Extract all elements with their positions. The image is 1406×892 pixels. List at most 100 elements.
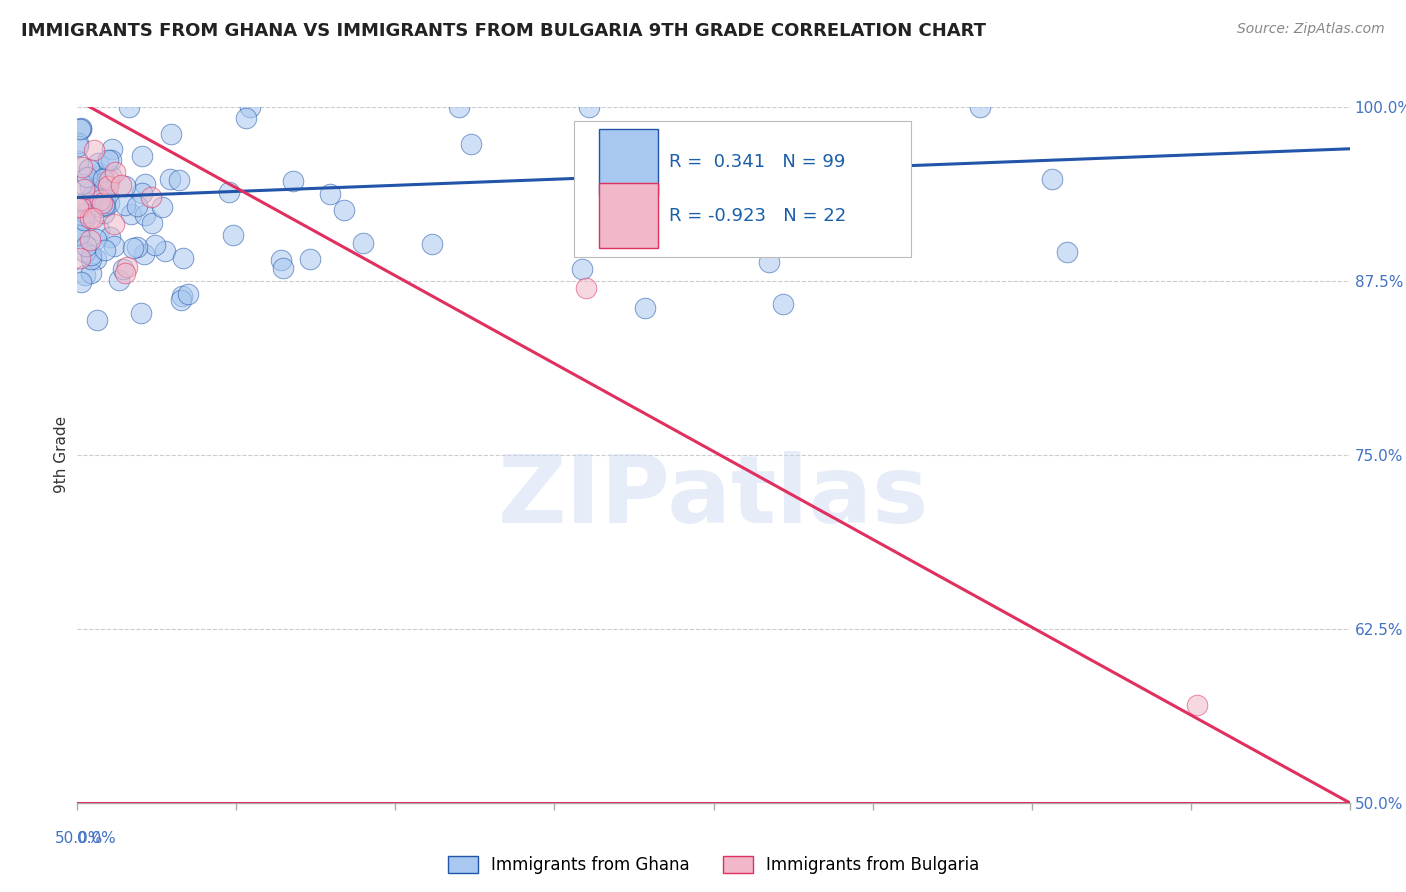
Point xyxy=(75,194,97,209)
Point xyxy=(447,100,470,114)
Point xyxy=(131,186,153,200)
Text: 0.0%: 0.0% xyxy=(77,830,117,846)
Y-axis label: 9th Grade: 9th Grade xyxy=(53,417,69,493)
Point xyxy=(69,122,91,136)
Point xyxy=(82,211,104,226)
Point xyxy=(67,228,90,243)
Point xyxy=(134,177,156,191)
Point xyxy=(298,252,321,267)
Point xyxy=(115,260,138,274)
Point xyxy=(127,199,149,213)
Point xyxy=(110,178,132,192)
Point xyxy=(70,200,93,214)
Point xyxy=(93,206,115,220)
Point xyxy=(658,238,681,252)
Point xyxy=(170,293,193,307)
Point xyxy=(93,243,115,257)
Point xyxy=(460,136,482,151)
Point xyxy=(94,190,117,204)
Point xyxy=(222,227,245,242)
Point xyxy=(114,178,136,193)
Point xyxy=(80,266,103,280)
Point xyxy=(159,172,181,186)
Point xyxy=(82,188,104,202)
Point xyxy=(143,237,166,252)
Point xyxy=(86,313,108,327)
Point xyxy=(177,286,200,301)
Point xyxy=(70,275,93,289)
Point xyxy=(75,268,97,282)
Point xyxy=(66,136,89,151)
Point xyxy=(1040,171,1063,186)
Point xyxy=(72,177,94,191)
Point xyxy=(319,187,342,202)
Point xyxy=(352,236,374,251)
Point xyxy=(172,251,194,265)
Point xyxy=(1056,244,1078,259)
Point xyxy=(122,241,145,255)
Point xyxy=(73,182,96,196)
Point xyxy=(66,154,89,169)
Point xyxy=(1185,698,1208,713)
Point xyxy=(89,200,111,214)
Point xyxy=(218,185,240,199)
Point xyxy=(91,171,114,186)
Point xyxy=(79,211,101,225)
Point xyxy=(333,202,356,217)
Point xyxy=(575,281,598,295)
Point xyxy=(120,207,142,221)
Point xyxy=(66,227,89,242)
Point xyxy=(93,198,115,212)
Point xyxy=(772,297,794,311)
Point xyxy=(83,192,105,206)
Point xyxy=(571,262,593,277)
Point xyxy=(94,199,117,213)
Point xyxy=(69,251,91,265)
Text: ZIPatlas: ZIPatlas xyxy=(498,450,929,542)
Point xyxy=(87,223,110,237)
Point xyxy=(70,160,93,174)
Point xyxy=(634,301,657,315)
Text: 50.0%: 50.0% xyxy=(55,830,103,846)
Text: Source: ZipAtlas.com: Source: ZipAtlas.com xyxy=(1237,22,1385,37)
Point xyxy=(239,100,262,114)
Point xyxy=(67,228,90,243)
Point xyxy=(100,169,122,184)
Point xyxy=(131,149,153,163)
Point xyxy=(75,239,97,253)
Point xyxy=(103,218,125,232)
Point xyxy=(281,173,304,187)
Point xyxy=(114,198,136,212)
Point xyxy=(125,240,148,254)
FancyBboxPatch shape xyxy=(574,121,911,257)
Point xyxy=(103,239,125,253)
Legend: Immigrants from Ghana, Immigrants from Bulgaria: Immigrants from Ghana, Immigrants from B… xyxy=(447,856,980,874)
Point xyxy=(131,306,153,320)
Point xyxy=(84,252,107,267)
Point xyxy=(87,155,110,169)
Point xyxy=(83,143,105,157)
Point xyxy=(84,232,107,246)
Point xyxy=(235,112,257,126)
Point xyxy=(77,162,100,177)
Point xyxy=(270,253,292,268)
Point xyxy=(69,212,91,227)
Point xyxy=(108,273,131,287)
Text: R = -0.923   N = 22: R = -0.923 N = 22 xyxy=(669,207,846,225)
Point xyxy=(112,262,135,277)
Point xyxy=(70,121,93,136)
Point xyxy=(89,193,111,207)
Point xyxy=(420,237,443,252)
Point xyxy=(97,173,120,187)
Point xyxy=(139,190,162,204)
Point xyxy=(100,153,122,167)
Point xyxy=(160,127,183,141)
Point xyxy=(73,206,96,220)
Point xyxy=(79,180,101,194)
Point xyxy=(169,173,191,187)
Point xyxy=(118,100,141,114)
FancyBboxPatch shape xyxy=(599,183,658,248)
Point xyxy=(75,244,97,259)
Point xyxy=(271,260,294,275)
Point xyxy=(91,171,114,186)
